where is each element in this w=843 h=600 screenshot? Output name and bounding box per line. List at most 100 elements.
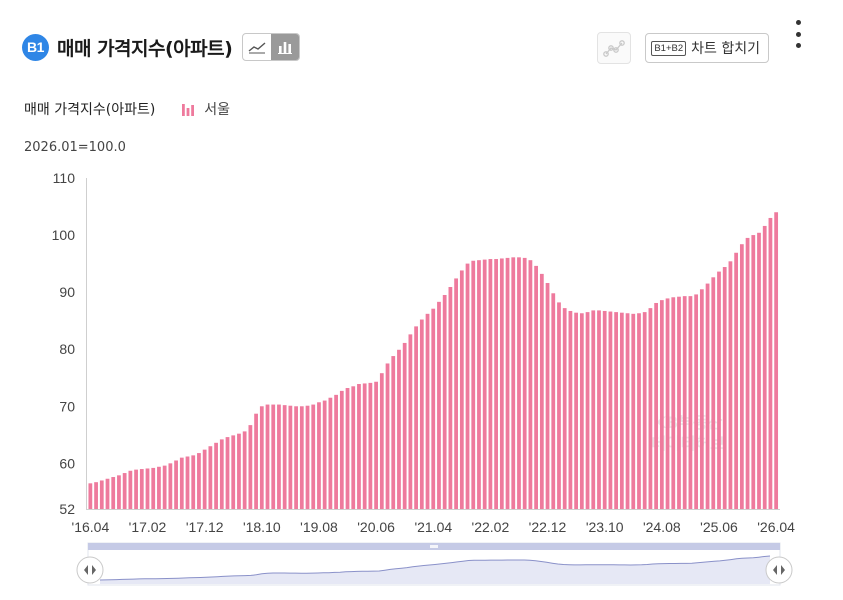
legend-item-seoul[interactable]: 서울	[181, 99, 230, 119]
bar[interactable]	[157, 466, 161, 509]
bar[interactable]	[665, 298, 670, 509]
bar[interactable]	[774, 212, 779, 510]
bar[interactable]	[711, 277, 716, 509]
bar[interactable]	[511, 257, 516, 509]
bar[interactable]	[585, 312, 590, 509]
bar[interactable]	[517, 257, 521, 509]
bar[interactable]	[477, 260, 481, 509]
bar[interactable]	[259, 406, 264, 509]
bar[interactable]	[454, 278, 458, 509]
bar[interactable]	[619, 312, 624, 509]
bar[interactable]	[505, 257, 510, 509]
bar[interactable]	[642, 312, 647, 509]
bar[interactable]	[614, 312, 619, 509]
bar[interactable]	[328, 397, 333, 509]
bar[interactable]	[299, 406, 304, 509]
bar[interactable]	[631, 313, 636, 509]
bar[interactable]	[242, 431, 247, 509]
bar[interactable]	[762, 225, 767, 509]
bar[interactable]	[128, 470, 133, 509]
bar[interactable]	[739, 244, 744, 509]
bar[interactable]	[197, 453, 201, 509]
bar[interactable]	[568, 310, 573, 509]
line-chart-toggle[interactable]	[243, 34, 271, 60]
bar[interactable]	[368, 382, 373, 509]
bar[interactable]	[105, 478, 110, 509]
bar[interactable]	[574, 312, 579, 509]
kebab-menu-icon[interactable]	[791, 20, 805, 48]
bar[interactable]	[254, 413, 258, 509]
bar[interactable]	[379, 373, 384, 509]
bar[interactable]	[659, 300, 664, 509]
bar[interactable]	[191, 455, 196, 509]
bar[interactable]	[717, 271, 721, 509]
bar[interactable]	[317, 402, 321, 509]
navigator-right-handle[interactable]	[765, 556, 793, 584]
bar[interactable]	[545, 283, 550, 509]
bar[interactable]	[745, 237, 750, 510]
range-navigator[interactable]	[76, 542, 793, 586]
bar[interactable]	[625, 313, 630, 509]
bar[interactable]	[699, 289, 704, 509]
bar[interactable]	[402, 342, 407, 509]
bar[interactable]	[179, 457, 184, 509]
bar[interactable]	[528, 260, 533, 509]
bar[interactable]	[494, 259, 498, 509]
bar[interactable]	[768, 217, 773, 509]
bar[interactable]	[499, 258, 504, 509]
bar[interactable]	[345, 388, 350, 509]
bar[interactable]	[551, 293, 556, 509]
bar[interactable]	[111, 477, 116, 509]
bar[interactable]	[311, 404, 316, 509]
bar[interactable]	[271, 404, 276, 509]
bar[interactable]	[214, 442, 218, 509]
bar[interactable]	[425, 313, 430, 509]
merge-chart-button[interactable]: B1+B2 차트 합치기	[645, 33, 769, 63]
bar[interactable]	[237, 433, 241, 509]
bar[interactable]	[705, 283, 710, 509]
navigator-grip[interactable]	[430, 545, 438, 548]
bar[interactable]	[608, 311, 613, 509]
bar[interactable]	[397, 349, 401, 509]
bar[interactable]	[117, 475, 121, 509]
bar[interactable]	[322, 400, 327, 509]
bar[interactable]	[431, 308, 436, 509]
bar[interactable]	[734, 252, 739, 509]
bar[interactable]	[408, 334, 413, 509]
bar[interactable]	[728, 261, 733, 509]
scatter-button[interactable]	[597, 32, 632, 64]
bar[interactable]	[648, 308, 653, 509]
bar[interactable]	[757, 232, 761, 510]
bar[interactable]	[682, 296, 687, 509]
bar[interactable]	[671, 297, 676, 509]
bar[interactable]	[562, 308, 567, 509]
bar[interactable]	[168, 463, 173, 509]
bar[interactable]	[334, 394, 338, 509]
bar[interactable]	[391, 356, 396, 509]
bar[interactable]	[99, 480, 104, 509]
bar[interactable]	[437, 301, 441, 509]
bar[interactable]	[162, 465, 167, 509]
bar[interactable]	[225, 437, 230, 509]
bar[interactable]	[351, 386, 356, 509]
bar[interactable]	[88, 483, 93, 509]
bar[interactable]	[654, 302, 659, 509]
bar[interactable]	[248, 425, 253, 509]
bar[interactable]	[185, 456, 190, 510]
navigator-left-handle[interactable]	[76, 556, 104, 584]
bar[interactable]	[339, 390, 344, 509]
bar[interactable]	[277, 404, 281, 509]
bar[interactable]	[145, 468, 150, 509]
bar[interactable]	[722, 267, 727, 509]
bar[interactable]	[688, 296, 693, 509]
bar[interactable]	[751, 235, 756, 509]
bar[interactable]	[265, 404, 270, 509]
bar[interactable]	[677, 296, 681, 509]
bar[interactable]	[174, 460, 178, 509]
bar[interactable]	[637, 313, 641, 509]
bar[interactable]	[465, 263, 470, 509]
bar[interactable]	[442, 294, 447, 509]
bar[interactable]	[414, 326, 418, 509]
bar[interactable]	[362, 383, 367, 509]
bar[interactable]	[122, 473, 127, 509]
